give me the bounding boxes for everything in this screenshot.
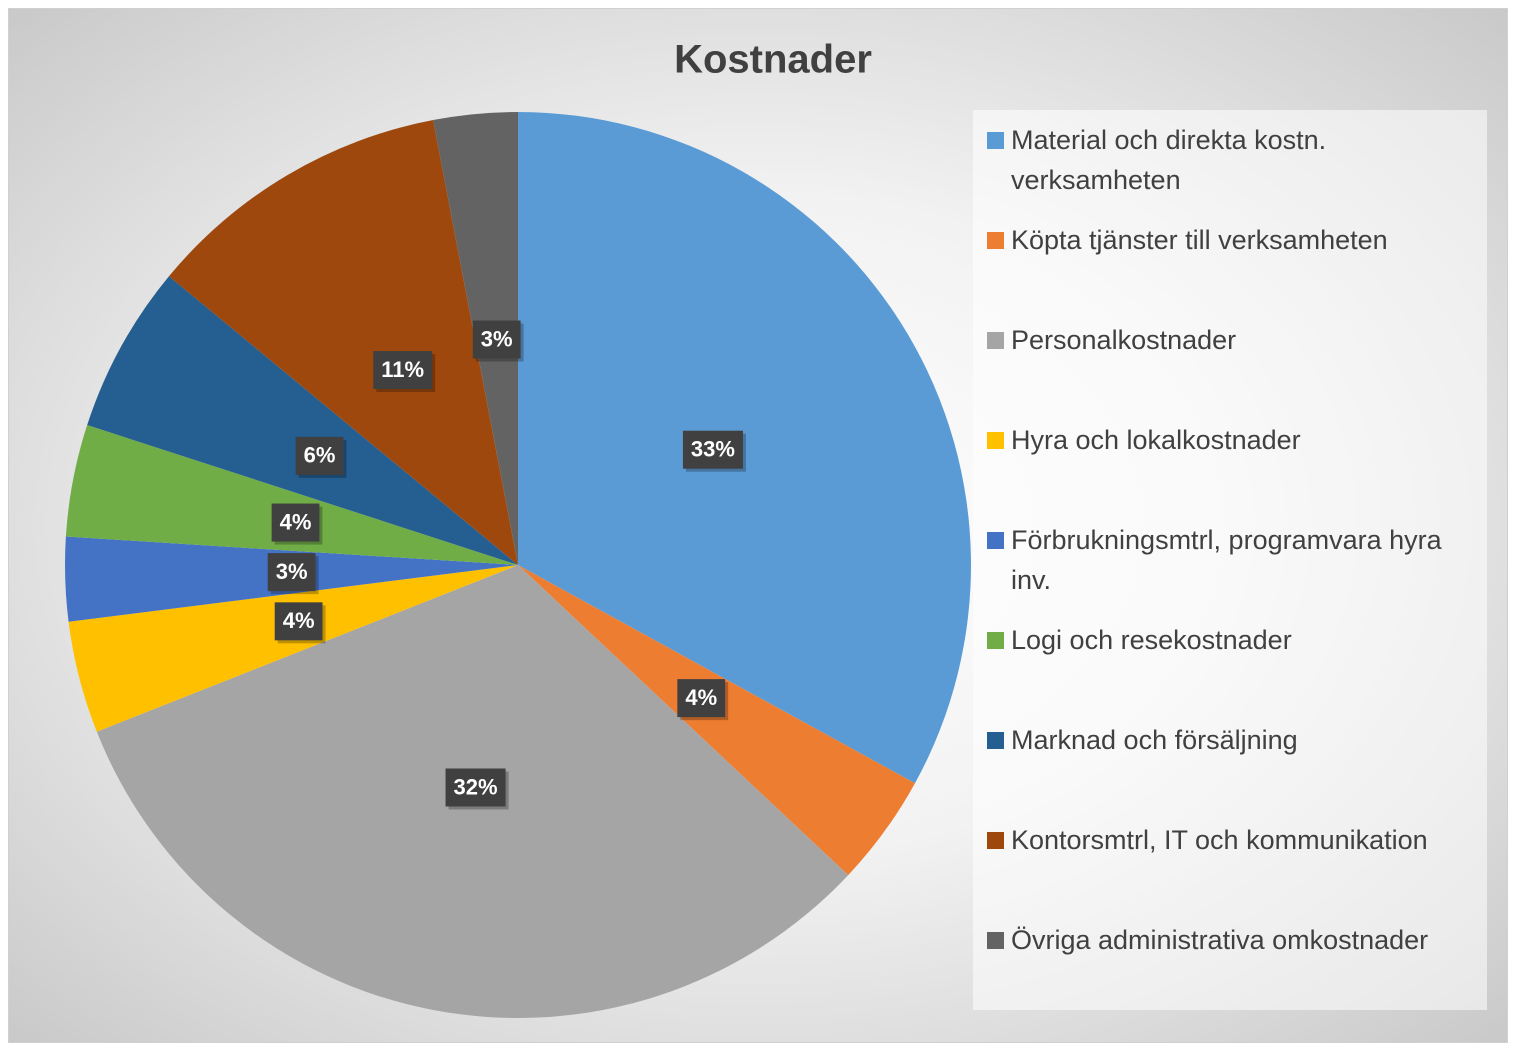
- legend-item: Förbrukningsmtrl, programvara hyra inv.: [987, 520, 1477, 600]
- legend-swatch: [987, 932, 1004, 949]
- data-label-box: [682, 430, 743, 469]
- data-label: 3%: [267, 553, 319, 595]
- data-label-text: 4%: [685, 685, 717, 710]
- data-label-box: [295, 436, 344, 475]
- data-label-text: 3%: [276, 559, 308, 584]
- data-label: 6%: [295, 436, 347, 478]
- pie-slice: [518, 112, 972, 784]
- legend-swatch: [987, 832, 1004, 849]
- legend-swatch: [987, 532, 1004, 549]
- data-label-box: [373, 351, 433, 390]
- legend-item: Övriga administrativa omkostnader: [987, 920, 1477, 960]
- data-label: 4%: [274, 602, 326, 644]
- data-label-box: [445, 768, 506, 807]
- legend-item: Personalkostnader: [987, 320, 1477, 360]
- data-label-box: [274, 602, 323, 641]
- data-label-text: 4%: [283, 608, 315, 633]
- legend-item: Marknad och försäljning: [987, 720, 1477, 760]
- pie-slice: [68, 565, 519, 732]
- data-label: 33%: [682, 430, 746, 472]
- data-label-text: 4%: [280, 509, 312, 534]
- chart-title: Kostnader: [674, 38, 872, 82]
- legend-label: Personalkostnader: [1011, 325, 1237, 355]
- data-label: 3%: [472, 320, 524, 362]
- data-label-text: 32%: [454, 774, 498, 799]
- legend-label: Förbrukningsmtrl, programvara hyra inv.: [1011, 525, 1442, 595]
- legend-label: Kontorsmtrl, IT och kommunikation: [1011, 825, 1428, 855]
- data-label: 4%: [677, 679, 729, 721]
- data-label: 32%: [445, 768, 509, 810]
- data-label-box: [267, 553, 316, 592]
- data-label-box: [271, 503, 320, 542]
- data-label-text: 6%: [304, 443, 336, 468]
- data-label-box: [677, 679, 726, 718]
- data-label-text: 3%: [481, 326, 513, 351]
- legend-swatch: [987, 632, 1004, 649]
- data-label-text: 11%: [381, 357, 424, 382]
- data-label: 4%: [271, 503, 323, 545]
- pie-slice: [518, 565, 915, 876]
- legend: Material och direkta kostn. verksamheten…: [973, 110, 1487, 1010]
- legend-swatch: [987, 732, 1004, 749]
- data-label-text: 33%: [691, 437, 735, 462]
- legend-swatch: [987, 232, 1004, 249]
- legend-label: Material och direkta kostn. verksamheten: [1011, 125, 1327, 195]
- legend-label: Hyra och lokalkostnader: [1011, 425, 1301, 455]
- data-label: 11%: [373, 351, 436, 393]
- legend-swatch: [987, 132, 1004, 149]
- legend-item: Kontorsmtrl, IT och kommunikation: [987, 820, 1477, 860]
- data-label-box: [472, 320, 521, 359]
- legend-label: Logi och resekostnader: [1011, 625, 1292, 655]
- legend-label: Marknad och försäljning: [1011, 725, 1298, 755]
- legend-item: Logi och resekostnader: [987, 620, 1477, 660]
- legend-label: Köpta tjänster till verksamheten: [1011, 225, 1388, 255]
- pie-slice: [65, 425, 518, 565]
- legend-item: Köpta tjänster till verksamheten: [987, 220, 1477, 260]
- legend-item: Hyra och lokalkostnader: [987, 420, 1477, 460]
- legend-swatch: [987, 332, 1004, 349]
- pie-slice: [168, 120, 518, 566]
- legend-label: Övriga administrativa omkostnader: [1011, 925, 1429, 955]
- legend-item: Material och direkta kostn. verksamheten: [987, 120, 1477, 200]
- legend-swatch: [987, 432, 1004, 449]
- pie-slice: [87, 276, 519, 565]
